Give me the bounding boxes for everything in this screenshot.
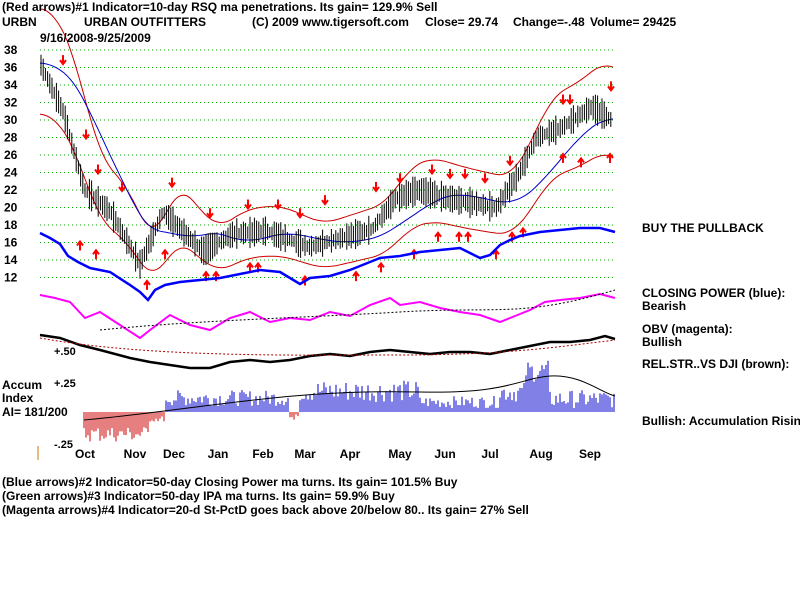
x-tick-label: Feb [252,447,273,461]
buy-arrow-head [246,261,254,268]
buy-arrow-head [577,156,585,163]
x-tick-label: Mar [294,447,316,461]
sell-arrow-head [372,186,380,193]
sell-arrow-head [118,186,126,193]
y-tick-label: 14 [4,253,18,267]
buy-arrow-head [143,279,151,286]
y-tick-label: 12 [4,271,18,285]
y-tick-label: 24 [4,166,18,180]
index-label: Index [2,391,34,405]
y-tick-label: 36 [4,61,18,75]
copyright: (C) 2009 www.tigersoft.com [252,15,409,29]
rel-str-label: REL.STR..VS DJI (brown): [642,357,790,371]
buy-arrow-head [455,231,463,238]
x-tick-label: Jan [208,447,229,461]
sell-arrow-head [481,177,489,184]
sell-arrow-head [559,98,567,106]
y-tick-label: 18 [4,218,18,232]
accum-plus25: +.25 [54,378,76,390]
ticker: URBN [2,15,37,29]
y-tick-label: 38 [4,43,18,57]
indicator-4-title: (Magenta arrows)#4 Indicator=20-d St-Pct… [2,503,529,517]
accum-plus50: +.50 [54,346,76,358]
buy-arrow-head [606,152,614,159]
close-value: Close= 29.74 [425,15,499,29]
x-tick-label: Jun [434,447,455,461]
y-tick-label: 20 [4,201,18,215]
sell-arrow-head [94,168,102,176]
closing-power-label: CLOSING POWER (blue): [642,286,786,300]
sell-arrow-head [428,168,436,176]
y-tick-label: 32 [4,96,18,110]
sell-arrow-head [168,182,176,189]
buy-arrow-head [254,261,262,268]
buy-pullback-label: BUY THE PULLBACK [642,221,764,235]
buy-arrow-head [352,270,360,277]
y-tick-label: 26 [4,148,18,162]
accum-label: Accum [2,378,43,392]
sell-arrow-head [506,160,514,167]
x-tick-label: Sep [579,447,601,461]
x-tick-label: Oct [75,447,95,461]
change-value: Change=-.48 [513,15,585,29]
sell-arrow-head [446,173,454,180]
sell-arrow-head [274,203,282,211]
x-tick-label: Dec [163,447,185,461]
sell-arrow-head [206,212,214,219]
closing-power-status: Bearish [642,299,687,313]
company-name: URBAN OUTFITTERS [84,15,206,29]
x-tick-label: May [388,447,412,461]
sell-arrow-head [396,177,404,184]
x-tick-label: Aug [529,447,552,461]
upper-band [39,8,614,227]
volume-value: Volume= 29425 [590,15,677,29]
buy-arrow-head [161,248,169,255]
y-tick-label: 30 [4,113,18,127]
buy-arrow-head [92,248,100,255]
indicator-2-title: (Blue arrows)#2 Indicator=50-day Closing… [2,475,458,489]
x-tick-label: Nov [124,447,147,461]
indicator-1-title: (Red arrows)#1 Indicator=10-day RSQ ma p… [2,0,438,14]
x-tick-label: Apr [340,447,361,461]
sell-arrow-head [321,199,329,206]
obv-status: Bullish [642,335,683,349]
obv-ma-line [99,289,616,331]
sell-arrow-head [566,98,574,106]
y-tick-label: 16 [4,236,18,250]
buy-arrow-head [559,152,567,159]
accum-status-label: Bullish: Accumulation Rising [642,414,800,428]
obv-line [39,292,616,340]
y-tick-label: 34 [4,78,18,92]
indicator-3-title: (Green arrows)#3 Indicator=50-day IPA ma… [2,489,395,503]
rel-str-line [39,333,616,370]
y-tick-label: 22 [4,183,18,197]
sell-arrow-head [461,173,469,180]
accum-ma-line [83,375,616,421]
sell-arrow-head [82,133,90,141]
buy-arrow-head [377,261,385,268]
date-range: 9/16/2008-9/25/2009 [40,31,151,45]
buy-arrow-head [212,270,220,277]
sell-arrow-head [244,203,252,211]
rel-str-ma-line [39,337,616,356]
closing-power-line [39,226,616,302]
buy-arrow-head [76,239,84,247]
ai-value: AI= 181/200 [2,405,68,419]
buy-arrow-head [464,231,472,238]
buy-arrow-head [508,231,516,238]
x-tick-label: Jul [481,447,498,461]
buy-arrow-head [202,270,210,277]
obv-label: OBV (magenta): [642,322,733,336]
sell-arrow-head [607,85,615,93]
sell-arrow-head [296,212,304,219]
accum-minus25: -.25 [54,439,73,451]
sell-arrow-head [59,59,67,66]
buy-arrow-head [519,226,527,233]
buy-arrow-head [434,231,442,238]
y-tick-label: 28 [4,131,18,145]
